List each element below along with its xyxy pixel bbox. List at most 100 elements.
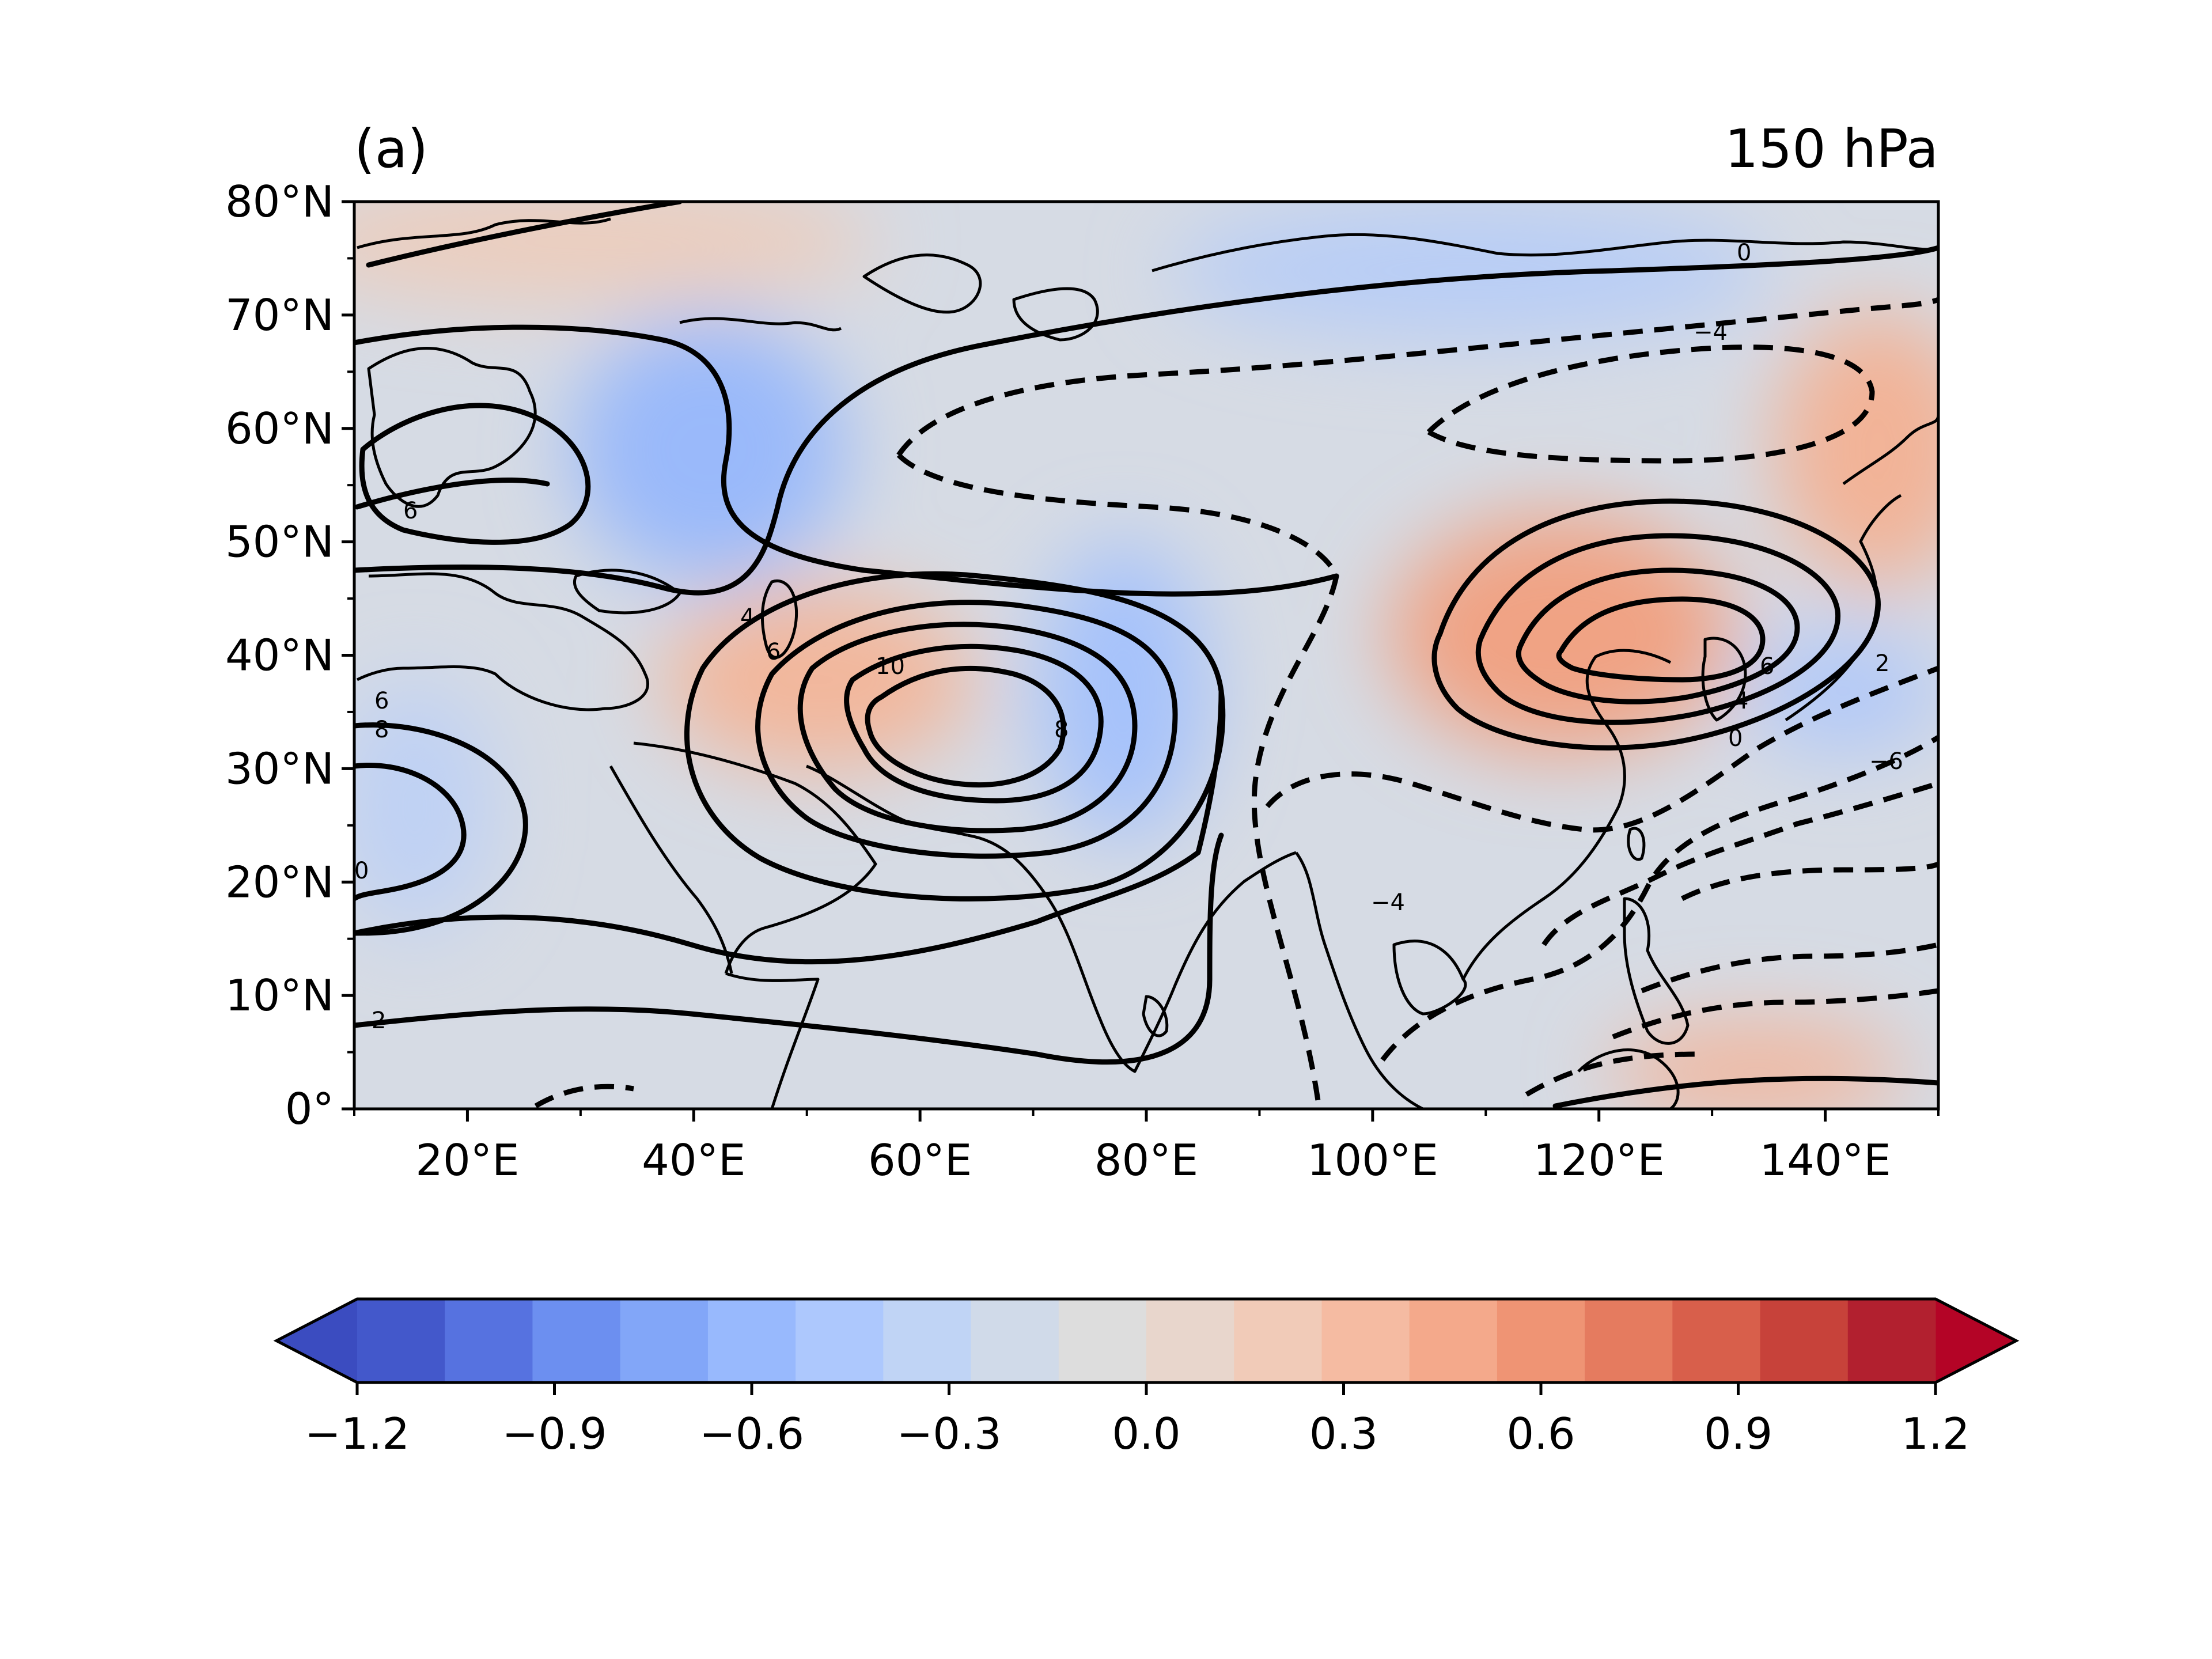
anomaly-neg-japan: [1745, 628, 1938, 755]
colorbar-segment: [1409, 1299, 1498, 1382]
x-tick-label: 100°E: [1307, 1135, 1438, 1185]
colorbar-extend-low: [276, 1299, 357, 1382]
colorbar-segment: [1058, 1299, 1147, 1382]
y-tick-label: 70°N: [225, 290, 334, 340]
contour-label: 4: [740, 604, 755, 631]
contour-east-asia-ring-4: [1556, 596, 1766, 683]
coast-southeast-asia: [1294, 851, 1424, 1109]
map-area: 0 −4 6 4 6 10 8 6 8 0 2 6 4 0 2 −6 −4: [354, 202, 1938, 1109]
contour-tibet-ring-1: [684, 571, 1226, 902]
colorbar-tick-label: −0.6: [699, 1408, 804, 1459]
contour-scandinavian-ring-outer: [359, 403, 591, 545]
contour-pacific-neg-2: [1612, 988, 1938, 1040]
contour-africa-ring-2: [354, 722, 528, 936]
contour-label: 8: [374, 717, 389, 743]
contour-pacific-neg-4: [1680, 861, 1938, 902]
y-tick-label: 80°N: [225, 176, 334, 227]
contour-africa-ring: [354, 763, 467, 902]
contour-label: 0: [1728, 725, 1743, 752]
coast-borneo: [1577, 1048, 1680, 1109]
coast-china-east: [1461, 649, 1672, 980]
colorbar-segment: [1321, 1299, 1410, 1382]
x-axis: 20°E 40°E 60°E 80°E 100°E 120°E 140°E: [353, 1109, 1940, 1185]
coastlines: [356, 217, 1938, 1109]
contour-east-asia-ring-3: [1516, 567, 1800, 704]
contour-label: 6: [374, 688, 389, 714]
colorbar: −1.2 −0.9 −0.6 −0.3 0.0 0.3 0.6 0.9 1.2: [273, 1297, 2020, 1459]
colorbar-segment: [707, 1299, 796, 1382]
contour-label: 0: [1737, 240, 1751, 266]
colorbar-segment: [445, 1299, 533, 1382]
colorbar-segment: [1760, 1299, 1849, 1382]
contour-label: 2: [1875, 650, 1889, 677]
coast-red-sea: [609, 765, 733, 974]
colorbar-segment: [971, 1299, 1059, 1382]
x-tick-label: 80°E: [1094, 1135, 1198, 1185]
x-tick-label: 20°E: [415, 1135, 519, 1185]
colorbar-segment: [883, 1299, 972, 1382]
colorbar-tick-label: 0.3: [1309, 1408, 1378, 1459]
coast-india: [967, 834, 1297, 1073]
x-tick-label: 120°E: [1533, 1135, 1665, 1185]
colorbar-tick-label: −0.3: [896, 1408, 1001, 1459]
anomaly-pos-northeast-asia: [1774, 311, 1938, 588]
contour-southeast-neg-3: [1541, 781, 1938, 946]
y-tick-label: 40°N: [225, 630, 334, 681]
contour-label: 0: [354, 858, 369, 884]
coast-taiwan: [1627, 827, 1646, 861]
y-tick-label: 0°: [285, 1084, 334, 1134]
colorbar-tick-label: 1.2: [1901, 1408, 1969, 1459]
contour-east-asia-ring-2: [1475, 533, 1841, 725]
colorbar-segment: [796, 1299, 884, 1382]
contour-label: 2: [372, 1007, 386, 1034]
y-tick-label: 10°N: [225, 970, 334, 1021]
anomaly-pos-iran: [662, 588, 974, 772]
contour-tibet-ring-inner: [865, 665, 1066, 787]
contour-siberia-neg-inner: [1426, 344, 1875, 464]
contour-label: 6: [1760, 653, 1774, 680]
coast-africa-east: [725, 972, 820, 1109]
contour-pacific-neg-1: [1641, 942, 1938, 994]
y-tick-label: 30°N: [225, 743, 334, 794]
contour-southern-2: [354, 832, 1224, 1065]
pressure-level: 150 hPa: [1725, 118, 1938, 180]
x-tick-label: 40°E: [642, 1135, 745, 1185]
height-contours: [354, 202, 1938, 1109]
contour-east-asia-ring-1: [1431, 498, 1881, 751]
colorbar-tick-label: −1.2: [305, 1408, 410, 1459]
coast-europe-mediterranean: [356, 572, 650, 711]
contour-southeast-neg-2: [1380, 735, 1938, 1062]
coast-indochina: [1392, 940, 1467, 1016]
contour-southern-1: [354, 688, 1224, 965]
coast-black-sea: [573, 569, 681, 615]
colorbar-segment: [1847, 1299, 1936, 1382]
contour-south-neg: [534, 1084, 634, 1108]
x-tick-label: 60°E: [868, 1135, 972, 1185]
colorbar-segment: [1672, 1299, 1761, 1382]
colorbar-segment: [1497, 1299, 1585, 1382]
colorbar-segment: [357, 1299, 445, 1382]
colorbar-tick-label: 0.0: [1112, 1408, 1180, 1459]
colorbar-tick-label: 0.9: [1704, 1408, 1772, 1459]
contour-label: −6: [1869, 748, 1903, 775]
coast-arabia: [633, 741, 877, 974]
contour-labels: 0 −4 6 4 6 10 8 6 8 0 2 6 4 0 2 −6 −4: [354, 240, 1903, 1034]
coast-philippines: [1623, 897, 1690, 1045]
contour-europe: [354, 245, 1938, 596]
contour-label: 6: [766, 639, 781, 665]
contour-scandinavian-ring-inner: [354, 478, 550, 510]
colorbar-segment: [532, 1299, 621, 1382]
contour-pacific-south: [1552, 1075, 1938, 1109]
y-tick-label: 20°N: [225, 857, 334, 907]
coast-sri-lanka: [1142, 995, 1169, 1037]
contour-label: −4: [1694, 319, 1728, 346]
contour-siberia-neg-1: [896, 297, 1938, 457]
contour-southeast-neg-1: [1265, 665, 1938, 833]
colorbar-segment: [1585, 1299, 1673, 1382]
contour-label: 6: [403, 498, 418, 524]
coast-kamchatka: [1842, 414, 1938, 486]
colorbar-segment: [1234, 1299, 1322, 1382]
panel-label: (a): [354, 118, 428, 180]
coast-arctic: [357, 217, 1938, 342]
